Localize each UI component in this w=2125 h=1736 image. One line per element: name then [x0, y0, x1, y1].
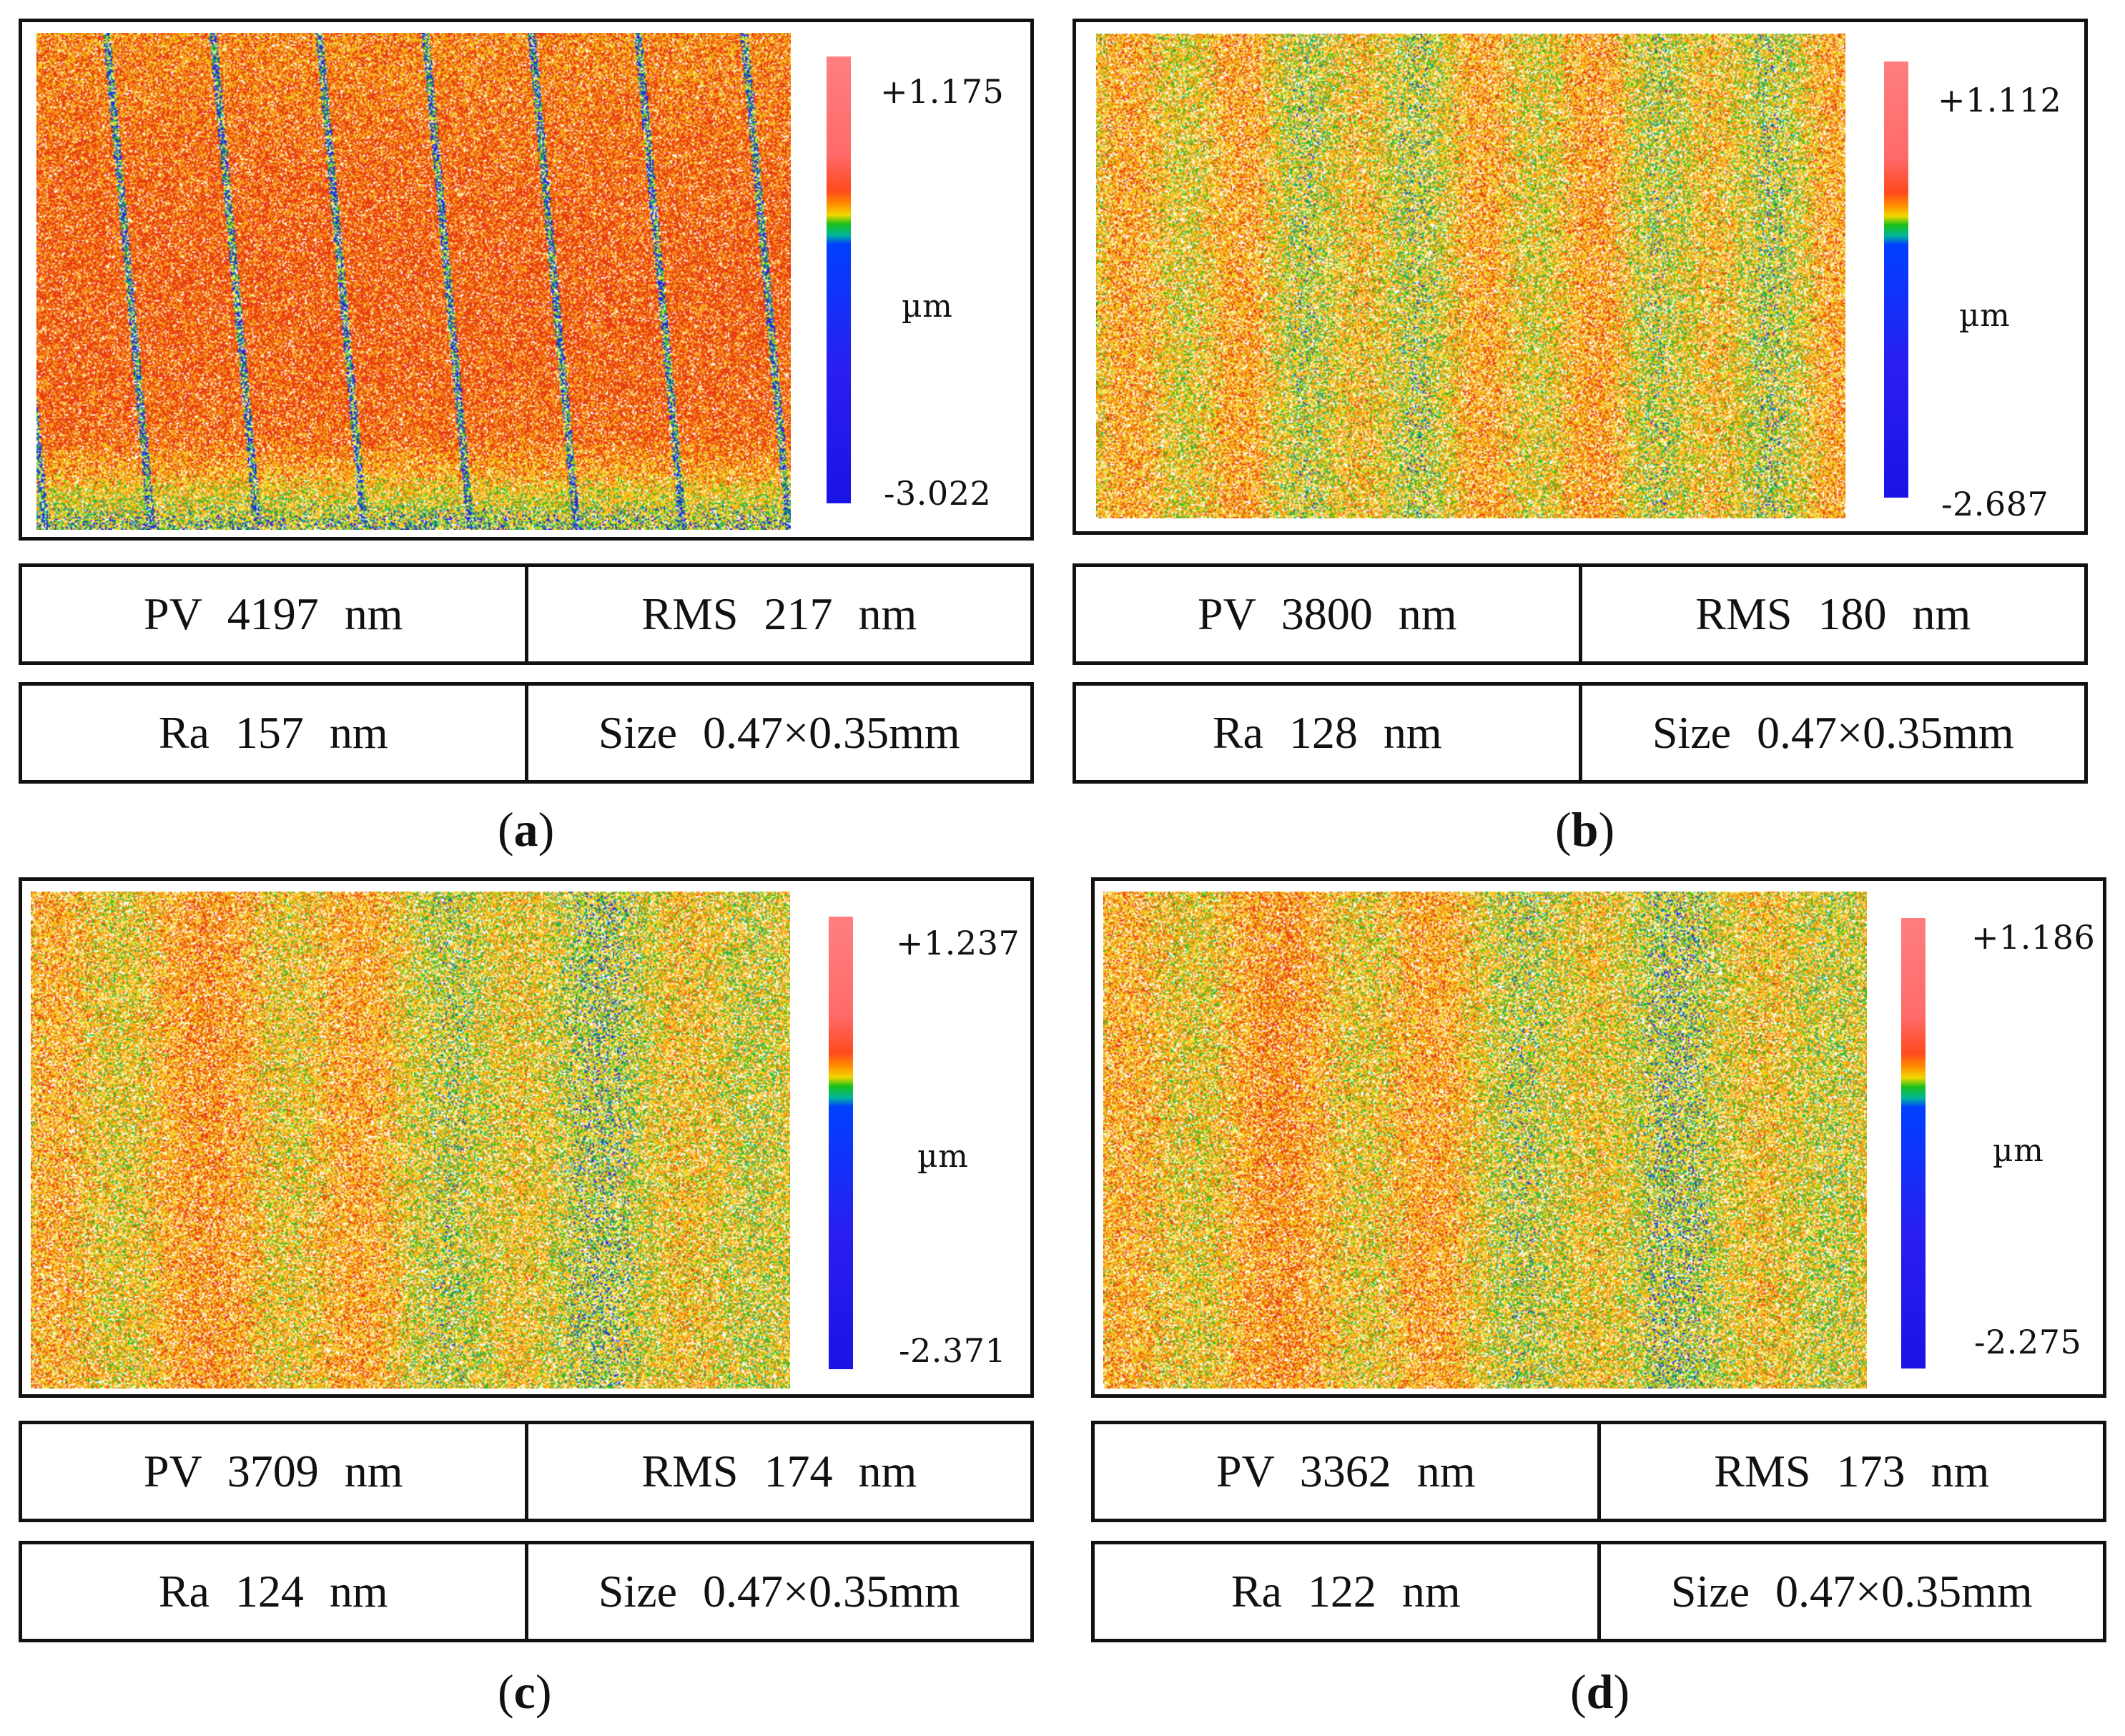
scale-max-label: +1.237 — [896, 924, 1020, 962]
panel-caption: (c) — [498, 1665, 552, 1719]
surface-topography-map — [1096, 34, 1845, 518]
topography-canvas — [31, 892, 790, 1389]
ra-value: Ra 128 nm — [1212, 707, 1442, 758]
rms-value: RMS 180 nm — [1578, 567, 2085, 661]
surface-topography-map — [1103, 892, 1867, 1389]
surface-map-frame: +1.112 µm -2.687 — [1073, 19, 2088, 535]
panel-c: +1.237 µm -2.371 PV 3709 nm RMS 174 nm R… — [19, 877, 1034, 1721]
scale-min-label: -3.022 — [884, 474, 992, 513]
surface-topography-map — [36, 33, 791, 530]
color-scale-bar — [827, 56, 851, 503]
scale-min-label: -2.275 — [1974, 1323, 2082, 1361]
caption-letter: b — [1571, 802, 1599, 857]
stats-row-2: Ra 157 nm Size 0.47×0.35mm — [19, 682, 1034, 784]
surface-topography-map — [31, 892, 790, 1389]
topography-canvas — [1096, 34, 1845, 518]
scale-unit-label: µm — [1959, 297, 2011, 334]
size-value: Size 0.47×0.35mm — [524, 1544, 1031, 1639]
scale-unit-label: µm — [1993, 1133, 2044, 1169]
ra-value: Ra 122 nm — [1231, 1566, 1461, 1617]
scale-unit-label: µm — [902, 288, 953, 325]
scale-unit-label: µm — [917, 1138, 969, 1175]
topography-canvas — [1103, 892, 1867, 1389]
scale-max-label: +1.175 — [880, 72, 1005, 111]
scale-min-label: -2.687 — [1941, 485, 2049, 523]
rms-value: RMS 217 nm — [524, 567, 1031, 661]
stats-row-2: Ra 122 nm Size 0.47×0.35mm — [1091, 1541, 2106, 1642]
pv-value: PV 4197 nm — [144, 588, 403, 639]
size-value: Size 0.47×0.35mm — [1578, 686, 2085, 780]
rms-value: RMS 173 nm — [1597, 1424, 2104, 1519]
scale-max-label: +1.112 — [1938, 81, 2062, 119]
stats-row-1: PV 3362 nm RMS 173 nm — [1091, 1421, 2106, 1522]
stats-row-1: PV 3709 nm RMS 174 nm — [19, 1421, 1034, 1522]
panel-caption: (b) — [1555, 802, 1615, 857]
color-scale-bar — [1884, 61, 1908, 498]
panel-d: +1.186 µm -2.275 PV 3362 nm RMS 173 nm R… — [1091, 877, 2106, 1721]
panel-a: +1.175 µm -3.022 PV 4197 nm RMS 217 nm R… — [19, 19, 1034, 857]
caption-letter: a — [513, 802, 538, 857]
stats-row-2: Ra 128 nm Size 0.47×0.35mm — [1073, 682, 2088, 784]
pv-value: PV 3800 nm — [1198, 588, 1457, 639]
panel-b: +1.112 µm -2.687 PV 3800 nm RMS 180 nm R… — [1073, 19, 2088, 857]
color-scale-bar — [1901, 918, 1926, 1368]
ra-value: Ra 157 nm — [158, 707, 388, 758]
rms-value: RMS 174 nm — [524, 1424, 1031, 1519]
topography-canvas — [36, 33, 791, 530]
surface-map-frame: +1.175 µm -3.022 — [19, 19, 1034, 541]
stats-row-2: Ra 124 nm Size 0.47×0.35mm — [19, 1541, 1034, 1642]
scale-min-label: -2.371 — [899, 1331, 1007, 1370]
surface-map-frame: +1.237 µm -2.371 — [19, 877, 1034, 1398]
panel-caption: (a) — [498, 802, 555, 857]
scale-max-label: +1.186 — [1971, 918, 2096, 957]
caption-letter: d — [1586, 1665, 1614, 1719]
pv-value: PV 3362 nm — [1216, 1446, 1476, 1496]
stats-row-1: PV 3800 nm RMS 180 nm — [1073, 563, 2088, 665]
pv-value: PV 3709 nm — [144, 1446, 403, 1496]
stats-row-1: PV 4197 nm RMS 217 nm — [19, 563, 1034, 665]
ra-value: Ra 124 nm — [158, 1566, 388, 1617]
color-scale-bar — [829, 917, 853, 1369]
panel-caption: (d) — [1570, 1665, 1630, 1719]
caption-letter: c — [513, 1665, 536, 1719]
surface-map-frame: +1.186 µm -2.275 — [1091, 877, 2106, 1398]
size-value: Size 0.47×0.35mm — [1597, 1544, 2104, 1639]
size-value: Size 0.47×0.35mm — [524, 686, 1031, 780]
